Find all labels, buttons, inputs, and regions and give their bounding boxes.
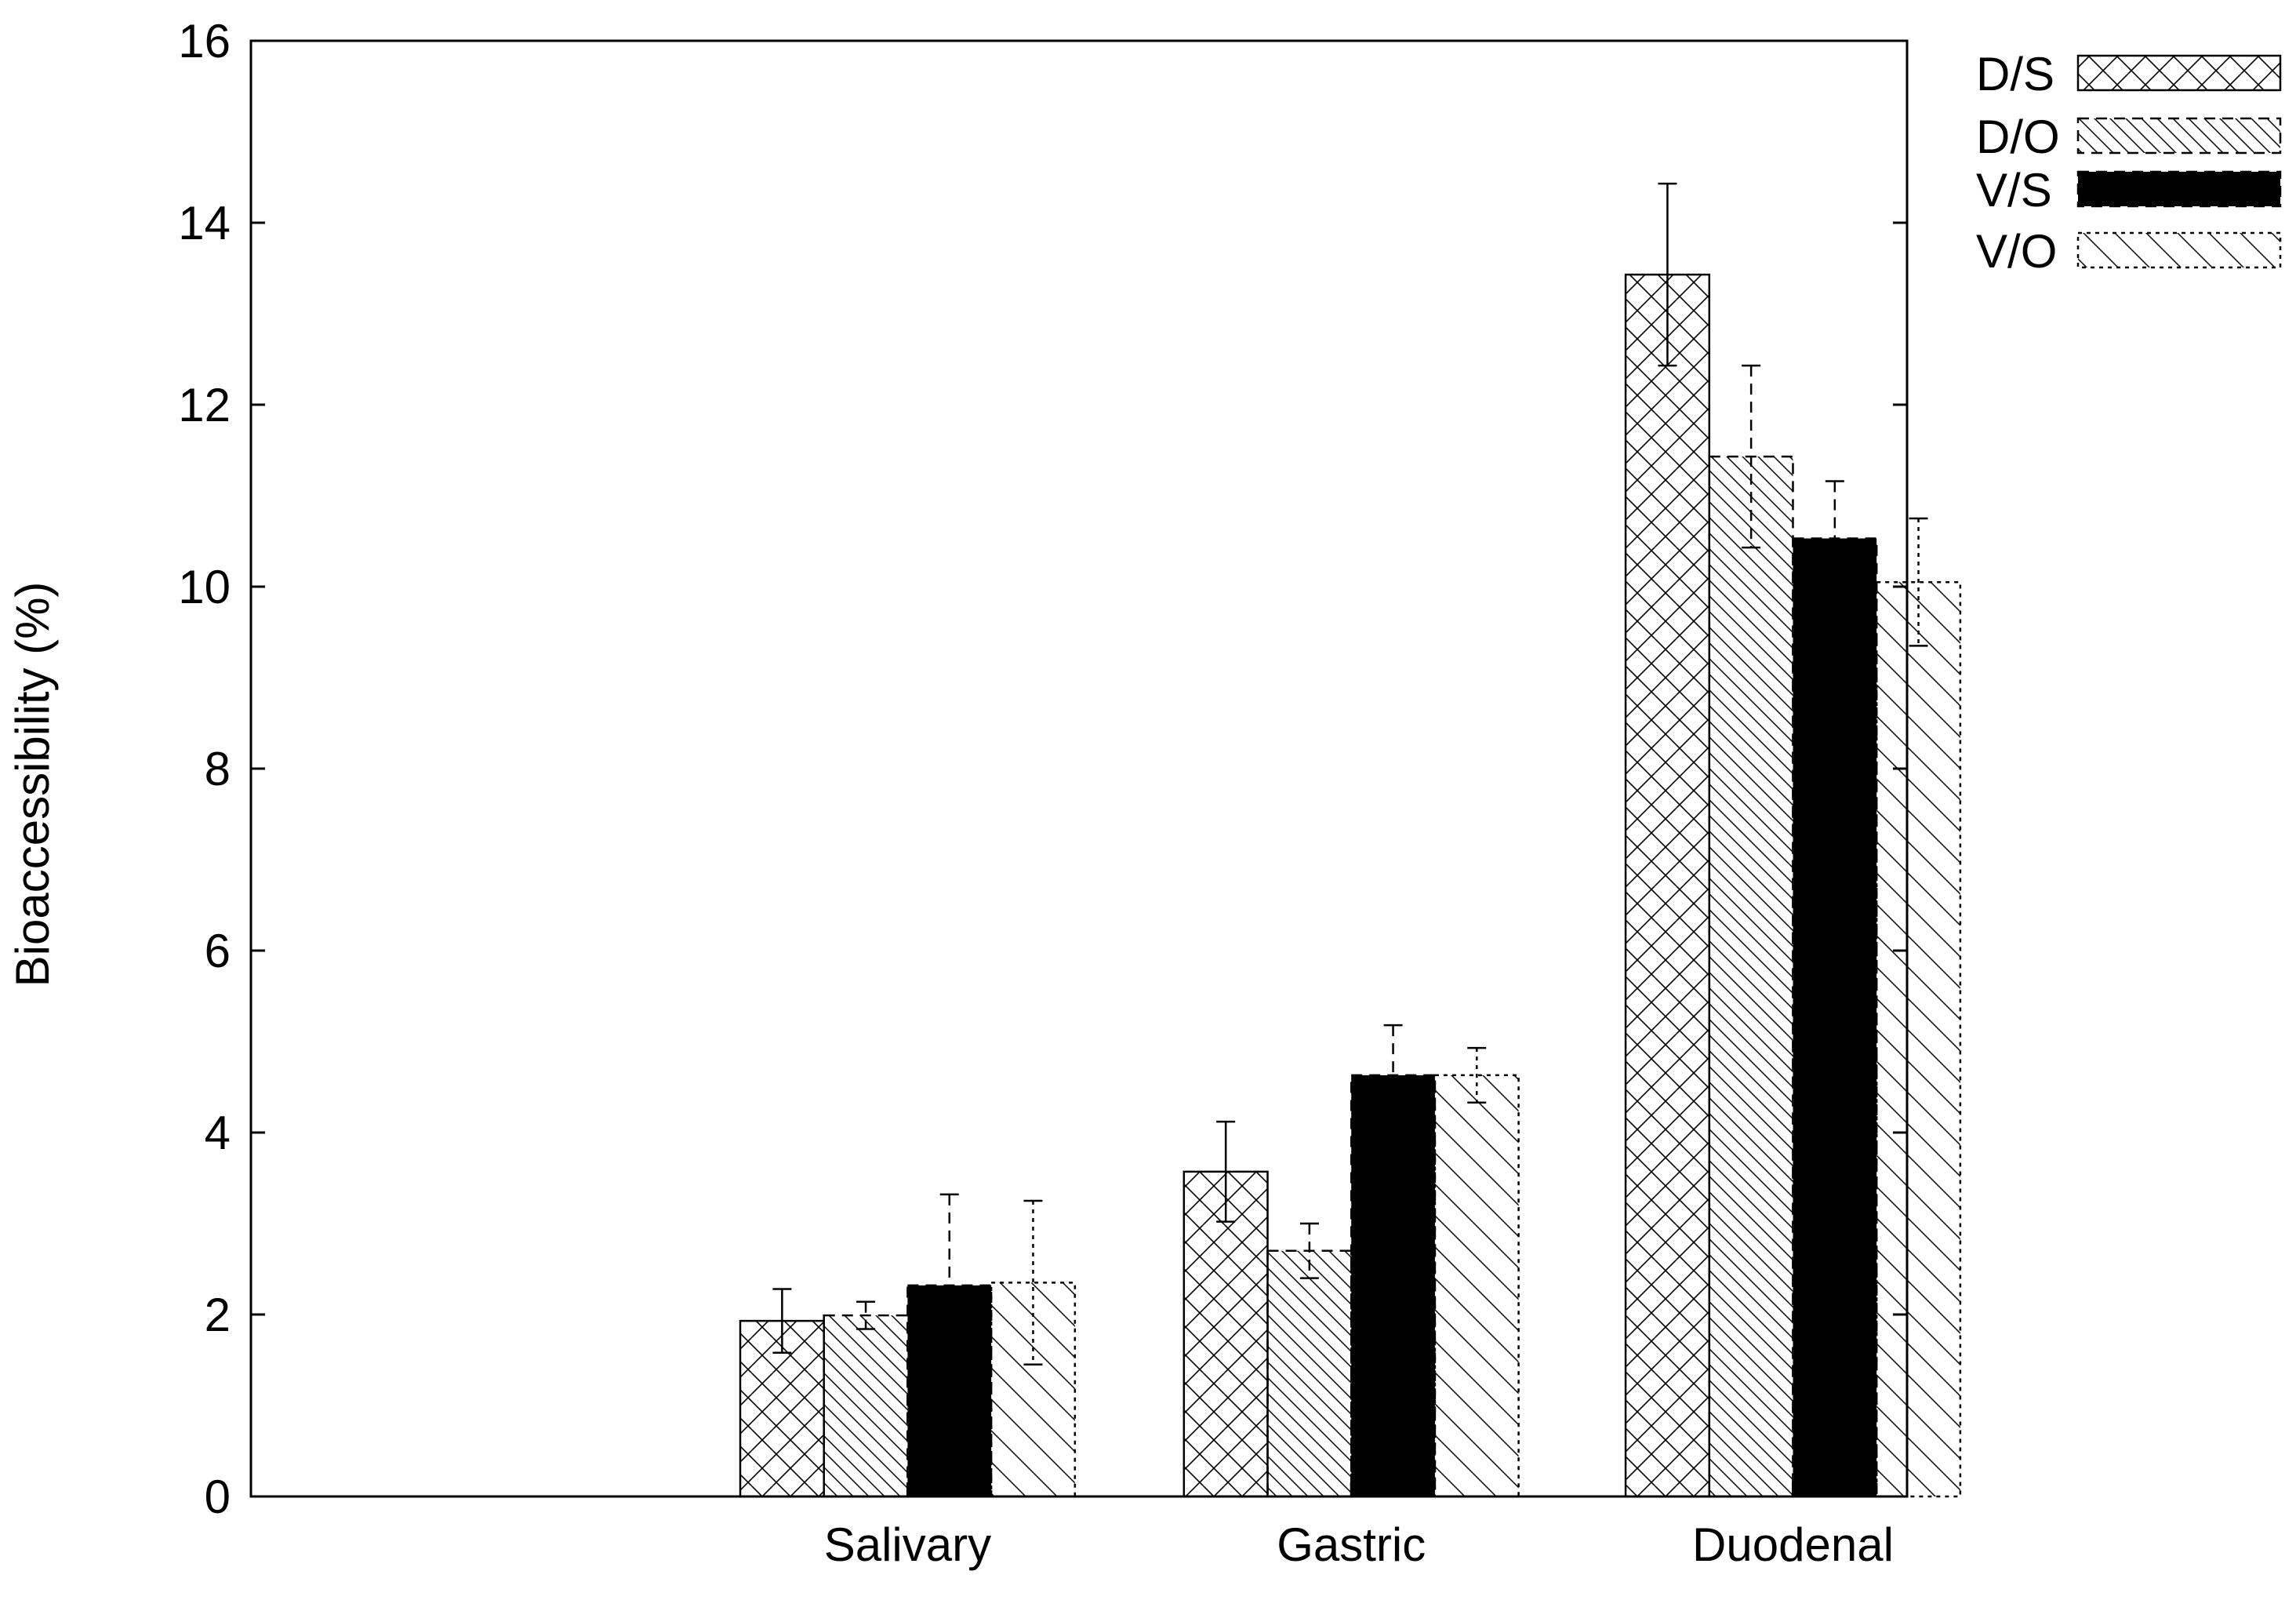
y-axis-label: Bioaccessibility (%) bbox=[6, 582, 59, 987]
y-tick-label: 14 bbox=[178, 197, 231, 249]
error-bars-layer bbox=[772, 182, 1928, 1378]
legend-swatch bbox=[2076, 231, 2282, 269]
legend: D/S D/OV/S V/O bbox=[1976, 48, 2282, 278]
bar-v-s-gastric bbox=[1350, 1074, 1437, 1498]
legend-label: V/S bbox=[1976, 164, 2052, 216]
x-tick-label: Salivary bbox=[824, 1518, 991, 1571]
legend-swatch bbox=[2076, 54, 2282, 92]
bar-v-o-duodenal bbox=[1875, 580, 1962, 1498]
y-tick-label: 4 bbox=[205, 1107, 231, 1159]
bar-d-s-gastric bbox=[1183, 1170, 1269, 1498]
y-tick-label: 2 bbox=[205, 1289, 231, 1341]
y-tick-label: 16 bbox=[178, 15, 231, 67]
y-tick-label: 10 bbox=[178, 561, 231, 613]
legend-label: V/O bbox=[1976, 225, 2057, 278]
legend-label: D/S bbox=[1976, 48, 2054, 100]
x-axis-ticks: Salivary Gastric Duodenal bbox=[824, 1482, 1894, 1571]
bar-v-o-salivary bbox=[990, 1282, 1077, 1498]
bar-v-s-salivary bbox=[906, 1284, 993, 1498]
legend-swatch bbox=[2076, 117, 2282, 155]
bar-d-s-duodenal bbox=[1624, 273, 1711, 1498]
bar-v-s-duodenal bbox=[1792, 537, 1878, 1498]
y-tick-label: 0 bbox=[205, 1471, 231, 1523]
x-tick-label: Gastric bbox=[1277, 1518, 1426, 1571]
bar-d-o-duodenal bbox=[1708, 455, 1794, 1498]
y-axis-ticks: 0 2 4 6 8 10 12 14 16 bbox=[178, 15, 1907, 1523]
bar-d-o-salivary bbox=[823, 1314, 909, 1498]
bars-layer bbox=[739, 273, 1962, 1498]
y-tick-label: 12 bbox=[178, 379, 231, 431]
plot-frame bbox=[249, 39, 1909, 1498]
bar-d-o-gastric bbox=[1266, 1249, 1353, 1498]
y-tick-label: 8 bbox=[205, 743, 231, 795]
y-tick-label: 6 bbox=[205, 925, 231, 977]
bar-v-o-gastric bbox=[1433, 1074, 1520, 1498]
x-tick-label: Duodenal bbox=[1692, 1518, 1894, 1571]
legend-label: D/O bbox=[1976, 111, 2060, 163]
legend-swatch bbox=[2076, 170, 2282, 208]
